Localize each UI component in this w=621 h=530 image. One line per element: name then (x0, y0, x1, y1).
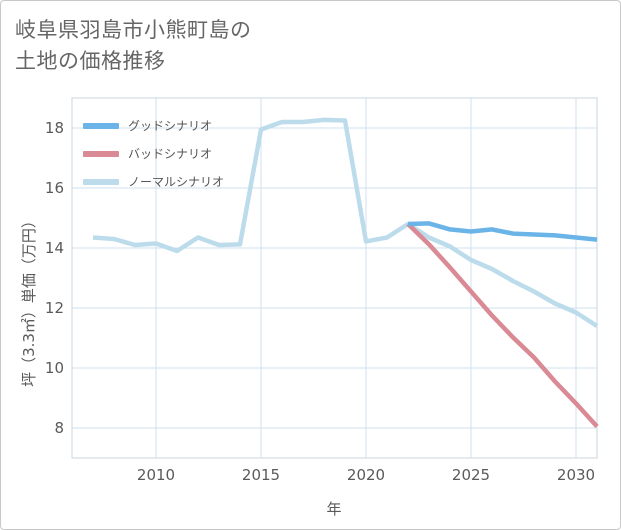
chart-title-line-1: 岐阜県羽島市小熊町島の (15, 18, 252, 42)
bad-scenario-line (406, 222, 599, 429)
legend-item-normal: ノーマルシナリオ (83, 175, 224, 189)
y-tick-label: 12 (45, 299, 64, 317)
tick-labels: 2010 2015 2020 2025 2030 8 10 12 14 16 18 (45, 119, 595, 484)
y-tick-label: 10 (45, 359, 64, 377)
x-tick-label: 2015 (242, 466, 280, 484)
grid (72, 98, 597, 458)
legend-label: グッドシナリオ (128, 119, 212, 133)
y-tick-label: 8 (54, 419, 64, 437)
legend-item-bad: バッドシナリオ (83, 147, 212, 161)
normal-scenario-line (92, 117, 599, 328)
chart-title: 岐阜県羽島市小熊町島の 土地の価格推移 (15, 15, 575, 77)
x-tick-label: 2010 (137, 466, 175, 484)
legend-label: バッドシナリオ (128, 147, 212, 161)
y-tick-label: 16 (45, 179, 64, 197)
legend-swatch (83, 151, 119, 157)
y-tick-label: 14 (45, 239, 64, 257)
legend-swatch (83, 123, 119, 129)
legend-item-good: グッドシナリオ (83, 119, 212, 133)
x-tick-label: 2030 (557, 466, 595, 484)
legend-swatch (83, 179, 119, 185)
good-scenario-line (407, 221, 598, 242)
x-axis-title: 年 (326, 500, 341, 518)
legend-label: ノーマルシナリオ (128, 175, 224, 189)
x-tick-label: 2025 (452, 466, 490, 484)
chart-title-line-2: 土地の価格推移 (15, 49, 166, 73)
series-layer (92, 117, 599, 429)
y-axis-title: 坪（3.3㎡）単価（万円） (20, 213, 38, 387)
x-tick-label: 2020 (347, 466, 385, 484)
y-tick-label: 18 (45, 119, 64, 137)
